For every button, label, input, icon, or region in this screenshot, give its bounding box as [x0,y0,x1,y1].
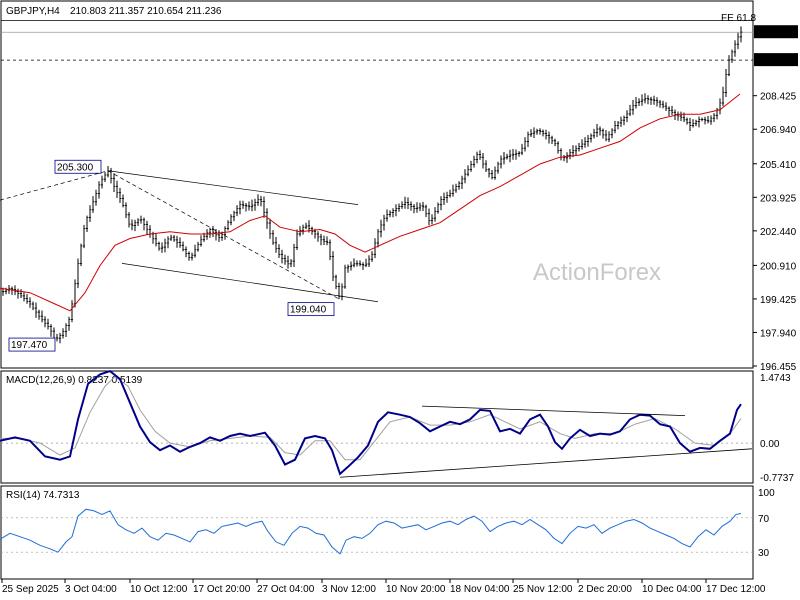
macd-axis-label: 1.4743 [760,373,791,384]
macd-axis-label: 0.00 [760,439,780,450]
moving-average-line [0,93,741,312]
annotation-high-text: 205.300 [57,162,94,173]
header-symbol: GBPJPY,H4 [6,6,60,17]
price-layer: 205.300 199.040 197.470 [0,20,753,352]
annotation-low-mid-text: 199.040 [290,305,327,316]
annotation-high: 205.300 [54,159,102,174]
rsi-axis-label: 70 [758,514,770,525]
macd-layer [0,369,753,478]
price-trendline-1 [107,170,359,206]
x-axis-label: 3 Nov 12:00 [322,584,376,595]
x-axis-label: 10 Nov 20:00 [386,584,446,595]
fib-label: FE 61.8 [721,13,756,24]
price-trendline-3 [107,170,341,300]
x-axis-label: 17 Oct 20:00 [193,584,251,595]
price-axis-label: 202.440 [760,227,797,238]
x-axis-label: 10 Oct 12:00 [130,584,188,595]
axes-layer: 208.425 206.940 205.410 203.925 202.440 200.9… [1,25,798,595]
price-trendline-0 [0,170,109,201]
price-axis-label: 200.910 [760,261,797,272]
x-axis-label: 2 Dec 20:00 [578,584,632,595]
macd-trendline-0 [421,405,686,417]
level-price-tag [754,53,798,67]
annotation-low-start-box [8,337,56,352]
x-axis-label: 25 Nov 12:00 [513,584,573,595]
x-axis-label: 10 Dec 04:00 [642,584,702,595]
x-axis-label: 17 Dec 12:00 [706,584,766,595]
rsi-line [0,508,742,555]
price-trendline-2 [121,263,379,303]
annotation-low-start: 197.470 [8,337,56,352]
rsi-title: RSI(14) 74.7313 [6,490,80,501]
macd-axis-label: -0.7737 [760,473,794,484]
x-axis-label: 3 Oct 04:00 [65,584,117,595]
price-axis-label: 203.925 [760,193,797,204]
price-axis-label: 196.455 [760,362,797,373]
macd-title: MACD(12,26,9) 0.8237 0.5139 [6,375,143,386]
macd-trendline-1 [339,448,753,478]
annotation-low-mid: 199.040 [287,302,335,317]
macd-line [0,369,742,476]
current-price-tag-text: 211.236 [759,28,795,39]
current-price-tag [754,25,798,39]
price-panel-frame [0,0,754,369]
annotation-low-mid-box [287,302,335,317]
rsi-layer [0,508,753,555]
rsi-axis-label: 30 [758,548,770,559]
header-ohlc: 210.803 211.357 210.654 211.236 [70,6,222,17]
annotation-high-box [54,159,102,174]
rsi-panel-frame [0,485,754,580]
rsi-axis-label: 100 [758,488,775,499]
level-price-tag-text: 210.000 [759,56,796,67]
x-axis-label: 25 Sep 2025 [2,584,59,595]
annotation-low-start-text: 197.470 [11,340,48,351]
price-axis-label: 197.940 [760,328,797,339]
macd-panel-frame [0,370,754,484]
watermark: ActionForex [533,259,661,286]
price-axis-label: 205.410 [760,160,797,171]
x-axis-label: 27 Oct 04:00 [257,584,315,595]
x-axis-label: 18 Nov 04:00 [450,584,510,595]
price-axis-label: 208.425 [760,92,797,103]
price-axis-label: 199.425 [760,295,797,306]
price-axis-label: 206.940 [760,125,797,136]
